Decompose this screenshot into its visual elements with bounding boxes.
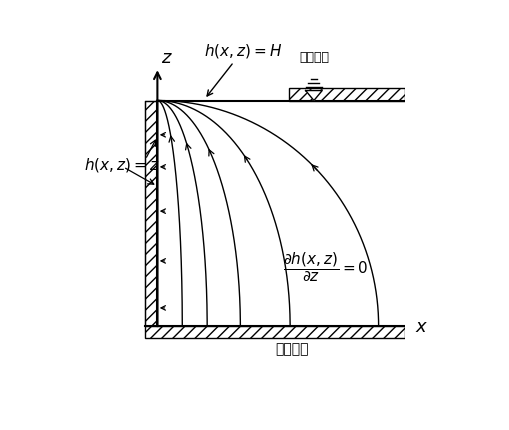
Bar: [145, 326, 404, 338]
Text: 不透水层: 不透水层: [275, 341, 308, 355]
Text: $z$: $z$: [161, 49, 173, 67]
Text: $h(x,z) = z$: $h(x,z) = z$: [84, 156, 159, 174]
Polygon shape: [305, 91, 322, 101]
Text: $h(x,z) = H$: $h(x,z) = H$: [204, 42, 281, 97]
Bar: [145, 101, 157, 326]
Bar: [289, 89, 404, 101]
Text: 地下水位: 地下水位: [298, 51, 328, 64]
Text: $\dfrac{\partial h(x,z)}{\partial z} = 0$: $\dfrac{\partial h(x,z)}{\partial z} = 0…: [283, 250, 369, 284]
Text: $x$: $x$: [414, 317, 427, 335]
